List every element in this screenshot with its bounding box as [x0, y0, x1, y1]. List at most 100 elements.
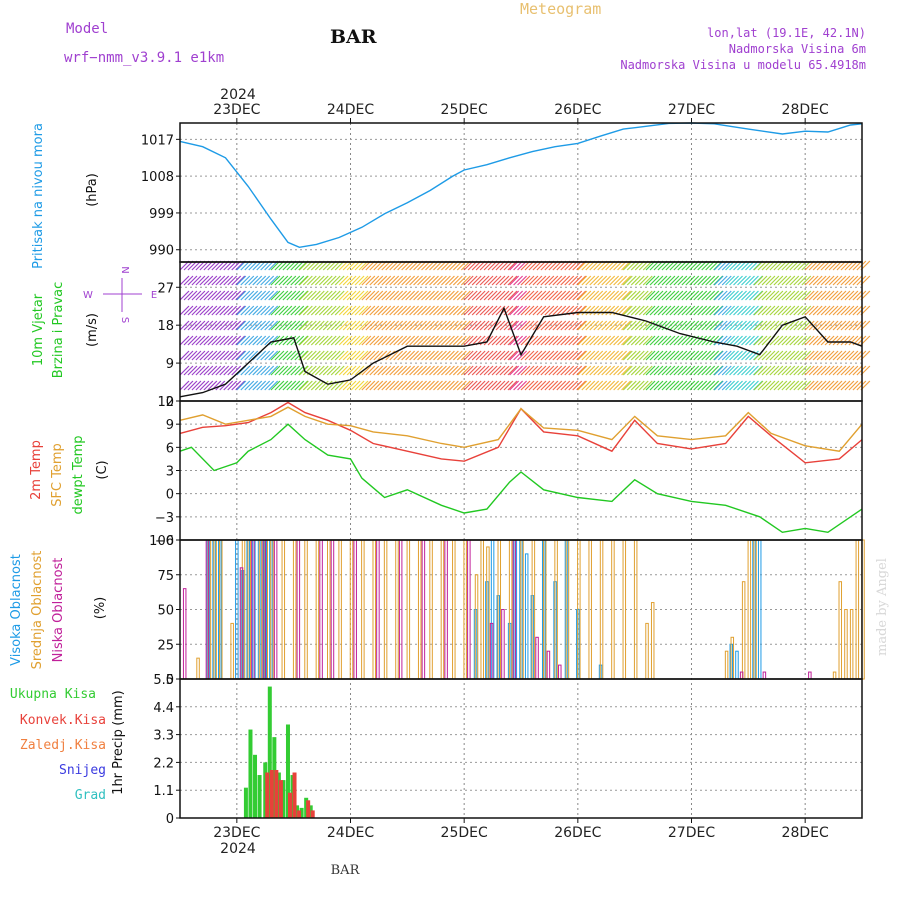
wind-barb [785, 380, 796, 391]
compass-s: S [119, 317, 130, 323]
wind-barb [240, 320, 251, 331]
wind-axis-title: 10m Vjetar [31, 293, 46, 366]
wind-barb [820, 335, 831, 346]
wind-barb [187, 275, 198, 286]
wind-barb [433, 320, 443, 331]
wind-barb [302, 365, 313, 376]
wind-barb [350, 365, 361, 376]
wind-barb [290, 290, 301, 301]
wind-barb [513, 290, 524, 301]
wind-barb [286, 305, 297, 316]
wind-barb [536, 335, 547, 346]
wind-barb [211, 365, 222, 376]
low_cloud-bar [330, 539, 335, 680]
wind-barb [773, 380, 784, 391]
wind-barb [346, 335, 357, 346]
wind-barb [638, 365, 649, 376]
wind-barb [773, 365, 784, 376]
wind-barb [235, 290, 246, 301]
mid_cloud-bar [832, 671, 837, 680]
wind-barb [524, 365, 535, 376]
wind-barb [346, 305, 357, 316]
wind-barb [536, 320, 547, 331]
wind-barb [852, 320, 863, 331]
wind-barb [572, 365, 583, 376]
wind-barb [433, 365, 443, 376]
wind-barb [248, 305, 259, 316]
wind-barb [697, 275, 708, 286]
wind-barb [274, 290, 285, 301]
wind-barb [725, 290, 736, 301]
wind-barb [642, 380, 653, 391]
wind-barb [405, 320, 416, 331]
wind-barb [252, 290, 263, 301]
wind-barb [463, 320, 474, 331]
model-name: wrf−nmm_v3.9.1 e1km [64, 50, 224, 66]
wind-barb [548, 380, 559, 391]
wind-barb [630, 305, 641, 316]
wind-barb [452, 275, 463, 286]
wind-barb [354, 365, 365, 376]
wind-barb [199, 275, 210, 286]
legend-snow: Snijeg [59, 763, 106, 778]
wind-barb [532, 365, 543, 376]
wind-barb [568, 275, 579, 286]
wind-barb [617, 350, 628, 361]
wind-barb [634, 335, 645, 346]
wind-barb [745, 320, 755, 331]
wind-barb [564, 350, 575, 361]
wind-barb [564, 335, 575, 346]
wind-barb [540, 320, 551, 331]
wind-barb [804, 290, 815, 301]
wind-barb [560, 380, 571, 391]
wind-barb [601, 290, 612, 301]
wind-barb [642, 335, 653, 346]
wind-barb [437, 290, 447, 301]
wind-barb [350, 320, 361, 331]
wind-barb [274, 275, 285, 286]
wind-barb [278, 335, 289, 346]
wind-barb [318, 380, 329, 391]
wind-barb [373, 335, 384, 346]
wind-barb [828, 275, 839, 286]
wind-barb [669, 320, 680, 331]
wind-barb [361, 365, 372, 376]
wind-barb [240, 275, 251, 286]
wind-barb [544, 275, 555, 286]
mid_cloud-bar [315, 539, 320, 680]
wind-barb [709, 275, 720, 286]
wind-barb [645, 320, 656, 331]
wind-barb [673, 290, 684, 301]
wind-barb [789, 290, 800, 301]
wind-barb [820, 275, 831, 286]
wind-barb [286, 335, 297, 346]
wind-barb [649, 320, 660, 331]
wind-barb [195, 320, 206, 331]
wind-barb [777, 275, 788, 286]
wind-barb [613, 290, 624, 301]
wind-barb [577, 365, 588, 376]
wind-barb [605, 320, 616, 331]
wind-barb [223, 365, 234, 376]
wind-barb [491, 290, 502, 301]
wind-barb [260, 335, 271, 346]
wind-barb [749, 320, 759, 331]
wind-barb [350, 350, 361, 361]
wind-barb [681, 380, 692, 391]
wind-barb [613, 380, 624, 391]
wind-barb [593, 365, 604, 376]
wind-barb [195, 305, 206, 316]
wind-barb [334, 335, 345, 346]
wind-barb [456, 335, 467, 346]
wind-barb [179, 365, 190, 376]
wind-barb [717, 305, 728, 316]
wind-barb [626, 290, 637, 301]
wind-barb [252, 275, 263, 286]
total_precip-bar [243, 787, 248, 818]
wind-barb [634, 380, 645, 391]
wind-barb [373, 350, 384, 361]
wind_speed-line [179, 306, 863, 398]
wind-barb [187, 320, 198, 331]
wind-barb [572, 275, 583, 286]
wind-barb [812, 275, 823, 286]
